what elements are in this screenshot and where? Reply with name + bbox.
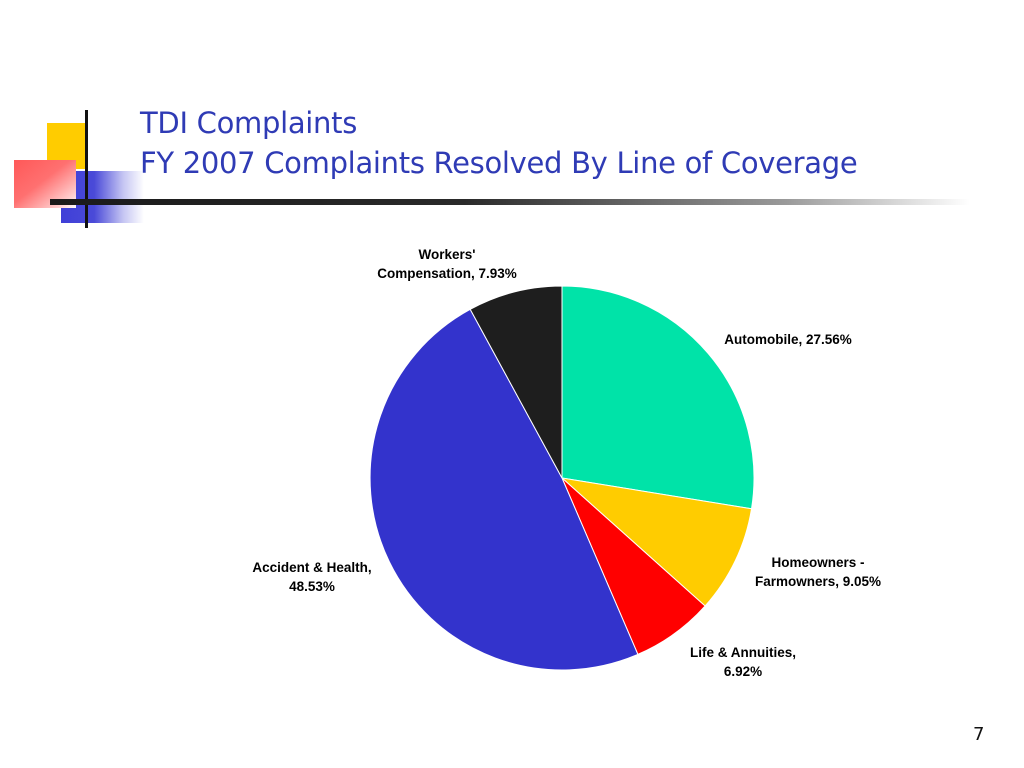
slide-title-line-2: FY 2007 Complaints Resolved By Line of C… xyxy=(140,146,858,180)
slice-label-workers-line-2: Compensation, 7.93% xyxy=(377,266,517,281)
slice-label-automobile: Automobile, 27.56% xyxy=(724,332,852,347)
title-underline-rule xyxy=(50,199,970,205)
slide-title: TDI Complaints FY 2007 Complaints Resolv… xyxy=(140,103,858,183)
pie-slice-workers xyxy=(469,285,563,479)
slice-label-homeowners-line-2: Farmowners, 9.05% xyxy=(755,574,881,589)
slice-label-automobile-line-1: Automobile, 27.56% xyxy=(724,332,852,347)
slice-label-life: Life & Annuities, 6.92% xyxy=(690,645,796,679)
slice-label-accident-line-1: Accident & Health, xyxy=(252,560,371,575)
slice-label-life-line-1: Life & Annuities, xyxy=(690,645,796,660)
slice-label-accident: Accident & Health, 48.53% xyxy=(252,560,371,594)
slice-label-homeowners-line-1: Homeowners - xyxy=(771,555,864,570)
decorative-vertical-line xyxy=(85,110,88,228)
pie-slice-automobile xyxy=(561,285,755,510)
pie-slice-accident xyxy=(369,308,639,671)
slice-label-life-line-2: 6.92% xyxy=(724,664,762,679)
page-number: 7 xyxy=(973,724,985,745)
pie-slice-homeowners xyxy=(560,477,753,607)
slice-label-accident-line-2: 48.53% xyxy=(289,579,335,594)
slice-label-workers-line-1: Workers' xyxy=(419,247,476,262)
slice-label-homeowners: Homeowners - Farmowners, 9.05% xyxy=(755,555,881,589)
slice-label-workers: Workers' Compensation, 7.93% xyxy=(377,247,517,281)
slide-title-line-1: TDI Complaints xyxy=(140,106,358,140)
